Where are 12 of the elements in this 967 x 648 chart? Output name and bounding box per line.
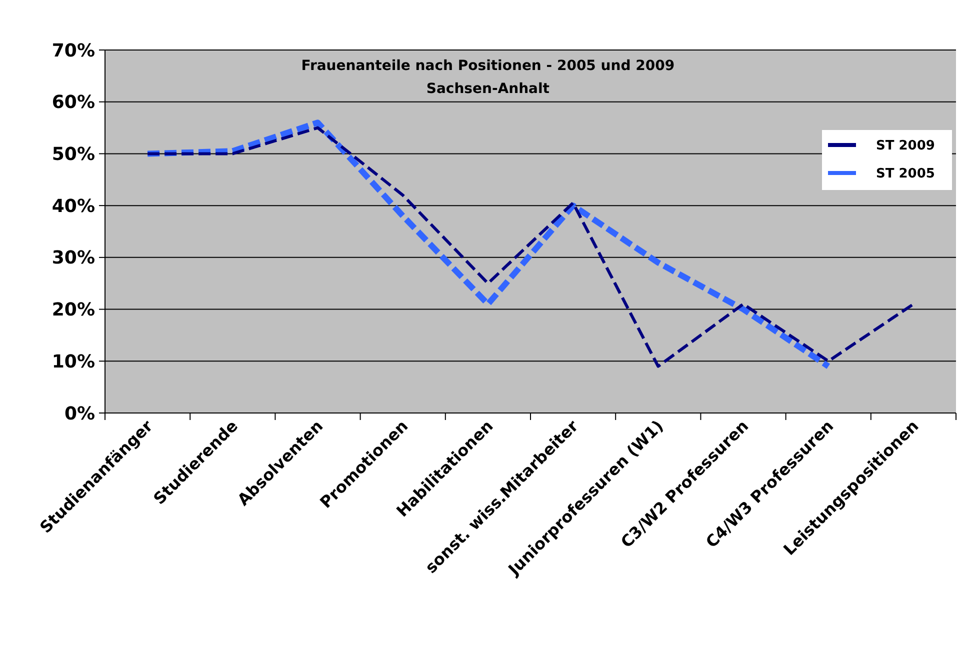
legend-label: ST 2005 — [876, 166, 935, 182]
legend-label: ST 2009 — [876, 138, 935, 154]
y-tick-label: 40% — [52, 196, 95, 217]
y-tick-label: 10% — [52, 351, 95, 372]
y-tick-label: 20% — [52, 300, 95, 321]
y-tick-label: 60% — [52, 92, 95, 114]
y-tick-label: 30% — [52, 248, 95, 269]
text: Frauenanteile nach Positionen - 2005 und 2009 — [301, 58, 675, 74]
y-tick-label: 0% — [64, 403, 95, 424]
y-tick-label: 70% — [52, 40, 95, 62]
y-tick-label: 50% — [52, 144, 95, 166]
text: Sachsen-Anhalt — [426, 81, 550, 97]
